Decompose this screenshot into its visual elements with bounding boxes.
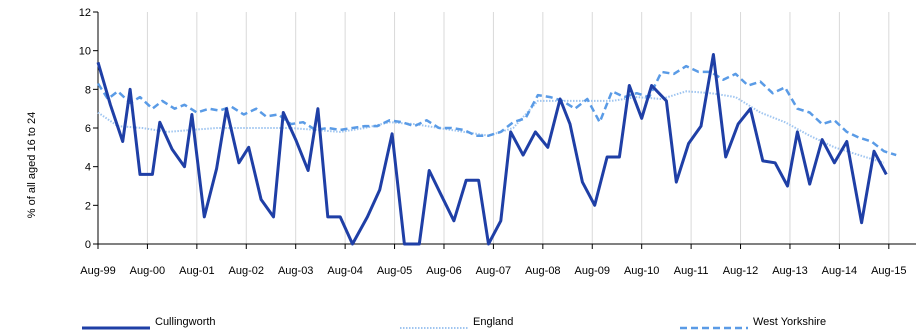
series-line-cullingworth	[96, 53, 888, 246]
series-lines	[96, 53, 897, 246]
x-axis-ticks: Aug-99 Aug-00 Aug-01 Aug-02 Aug-03 Aug-04 Aug-…	[80, 244, 907, 277]
x-tick-label: Aug-04	[327, 265, 362, 277]
y-tick-label: 6	[85, 123, 91, 135]
x-tick-label: Aug-15	[871, 265, 906, 277]
x-tick-label: Aug-99	[80, 265, 115, 277]
y-tick-label: 12	[79, 7, 91, 19]
x-tick-label: Aug-09	[575, 265, 610, 277]
x-tick-label: Aug-03	[278, 265, 313, 277]
x-tick-label: Aug-06	[426, 265, 461, 277]
x-tick-label: Aug-01	[179, 265, 214, 277]
x-tick-label: Aug-05	[377, 265, 412, 277]
x-tick-label: Aug-08	[525, 265, 560, 277]
x-tick-label: Aug-00	[130, 265, 165, 277]
legend-label: West Yorkshire	[753, 316, 826, 328]
x-tick-label: Aug-13	[772, 265, 807, 277]
y-tick-label: 0	[85, 239, 91, 251]
x-tick-label: Aug-14	[822, 265, 857, 277]
x-tick-label: Aug-10	[624, 265, 659, 277]
y-tick-label: 8	[85, 84, 91, 96]
y-tick-label: 10	[79, 46, 91, 58]
x-tick-label: Aug-02	[229, 265, 264, 277]
x-tick-label: Aug-12	[723, 265, 758, 277]
legend-label: Cullingworth	[155, 316, 216, 328]
series-line-england	[97, 90, 885, 164]
y-axis-ticks: 0 2 4 6 8 10 12	[79, 7, 98, 251]
x-tick-label: Aug-07	[476, 265, 511, 277]
series-line-west-yorkshire	[96, 64, 897, 157]
x-tick-label: Aug-11	[674, 265, 709, 277]
y-tick-label: 2	[85, 200, 91, 212]
y-tick-label: 4	[85, 162, 91, 174]
legend: Cullingworth England West Yorkshire	[82, 316, 826, 330]
legend-label: England	[473, 316, 513, 328]
y-axis-title: % of all aged 16 to 24	[26, 112, 38, 218]
